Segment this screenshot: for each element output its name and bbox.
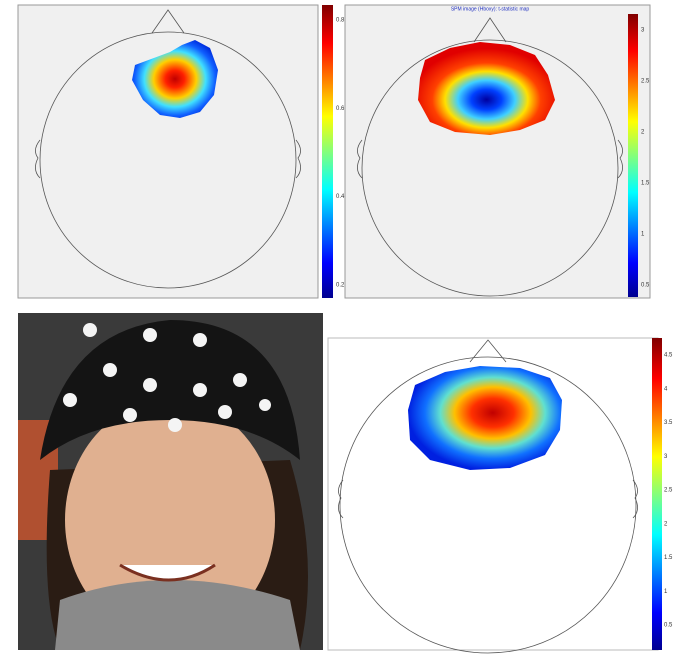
colorbar: [322, 5, 333, 298]
colorbar-tick-label: 4: [664, 386, 668, 392]
colorbar-tick-label: 0.4: [336, 194, 345, 200]
body: SPM image (Hboxy): t-statistic map 0.8 0.…: [0, 0, 673, 659]
colorbar-tick-label: 2.5: [641, 79, 650, 85]
figure: SPM image (Hboxy): t-statistic map 0.8 0.…: [0, 0, 673, 659]
colorbar-tick-label: 4.5: [664, 353, 673, 359]
colorbar-tick-label: 1.5: [641, 181, 650, 187]
colorbar: [652, 338, 662, 650]
colorbar-tick-label: 1.5: [664, 555, 673, 561]
map-title: SPM image (Hboxy): t-statistic map: [451, 6, 530, 12]
colorbar-tick-label: 0.8: [336, 18, 345, 24]
colorbar-tick-label: 0.5: [664, 623, 673, 629]
colorbar-tick-label: 2.5: [664, 488, 673, 494]
colorbar-tick-label: 0.5: [641, 283, 650, 289]
colorbar-tick-label: 3.5: [664, 420, 673, 426]
photo: [18, 313, 323, 650]
colorbar-tick-label: 3: [664, 454, 668, 460]
activation-map: [408, 366, 562, 470]
panel: [18, 5, 318, 298]
page: {"panels": [ {"colorbar_ticks": ["0.8", …: [0, 0, 673, 659]
colorbar: [628, 14, 638, 297]
colorbar-tick-label: 0.2: [336, 283, 345, 289]
colorbar-tick-label: 2: [664, 521, 668, 527]
colorbar-tick-label: 1: [664, 589, 668, 595]
activation-map: [418, 42, 555, 135]
colorbar-tick-label: 0.6: [336, 106, 345, 112]
